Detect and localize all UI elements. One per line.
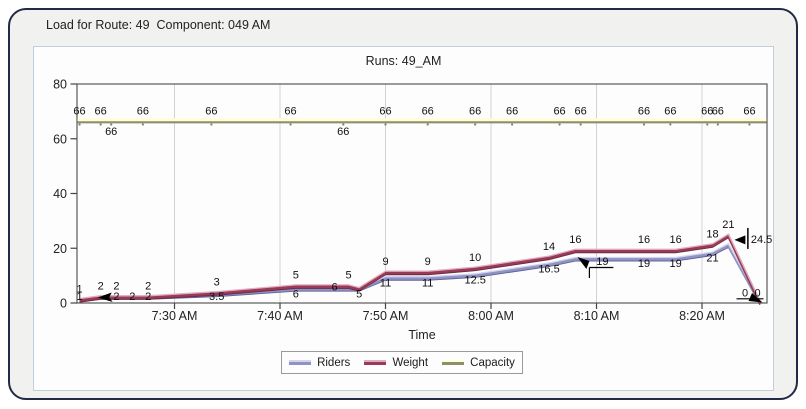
legend-label-riders: Riders xyxy=(317,356,351,369)
legend-item-riders[interactable]: Riders xyxy=(289,357,350,369)
legend-item-weight[interactable]: Weight xyxy=(364,357,428,369)
riders-line-swatch xyxy=(289,360,312,365)
legend-item-capacity[interactable]: Capacity xyxy=(442,357,515,369)
window-title: Load for Route: 49 Component: 049 AM xyxy=(46,18,271,32)
x-axis-title: Time xyxy=(408,328,436,342)
legend: Riders Weight Capacity xyxy=(281,351,523,374)
chart-subtitle: Runs: 49_AM xyxy=(365,54,442,68)
legend-label-capacity: Capacity xyxy=(470,356,515,369)
capacity-line-swatch xyxy=(442,360,465,365)
weight-line-swatch xyxy=(364,360,387,365)
legend-label-weight: Weight xyxy=(392,356,429,369)
